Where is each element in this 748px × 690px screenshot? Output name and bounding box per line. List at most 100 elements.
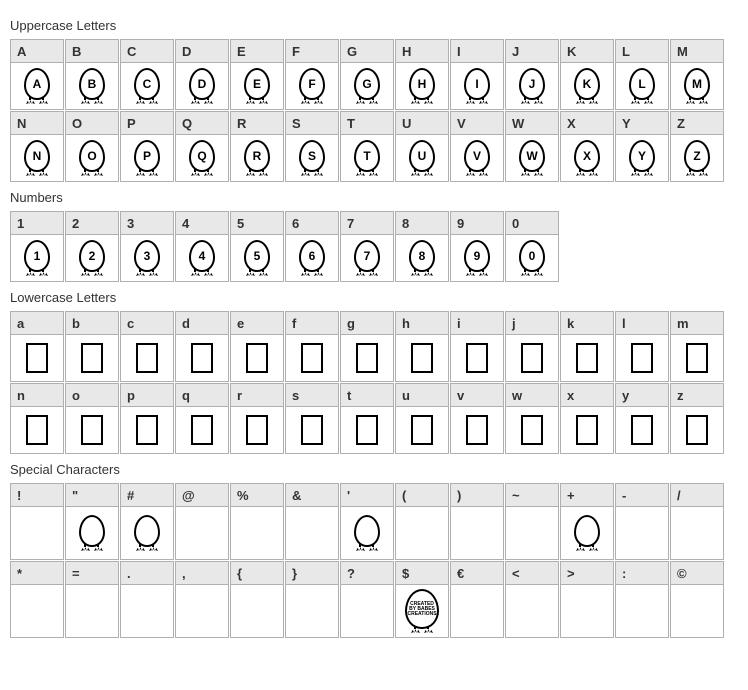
char-header: B xyxy=(66,40,118,63)
egg-icon: 4 xyxy=(189,240,215,272)
feet-icon xyxy=(411,170,433,176)
egg-glyph: V xyxy=(464,140,490,176)
egg-icon: U xyxy=(409,140,435,172)
char-header: b xyxy=(66,312,118,335)
char-body: CREATED BY BABES CREATIONS xyxy=(396,585,448,637)
char-body xyxy=(121,335,173,381)
section-title-uppercase: Uppercase Letters xyxy=(10,18,738,33)
feet-icon xyxy=(411,98,433,104)
char-cell: r xyxy=(230,383,284,454)
feet-icon xyxy=(631,98,653,104)
char-header: f xyxy=(286,312,338,335)
char-cell: s xyxy=(285,383,339,454)
char-body xyxy=(451,407,503,453)
char-cell: ZZ xyxy=(670,111,724,182)
char-cell: HH xyxy=(395,39,449,110)
egg-glyph: W xyxy=(519,140,545,176)
char-cell: l xyxy=(615,311,669,382)
char-header: a xyxy=(11,312,63,335)
char-body xyxy=(231,335,283,381)
feet-icon xyxy=(246,170,268,176)
missing-glyph-icon xyxy=(136,415,158,445)
char-cell: w xyxy=(505,383,559,454)
char-cell: d xyxy=(175,311,229,382)
char-header: * xyxy=(11,562,63,585)
egg-icon: G xyxy=(354,68,380,100)
char-cell: ~ xyxy=(505,483,559,560)
char-cell: © xyxy=(670,561,724,638)
char-body xyxy=(121,585,173,637)
egg-glyph: S xyxy=(299,140,325,176)
feet-icon xyxy=(301,170,323,176)
char-header: J xyxy=(506,40,558,63)
char-body xyxy=(176,407,228,453)
missing-glyph-icon xyxy=(191,343,213,373)
egg-glyph: B xyxy=(79,68,105,104)
feet-icon xyxy=(576,98,598,104)
char-header: q xyxy=(176,384,228,407)
egg-glyph: F xyxy=(299,68,325,104)
char-header: p xyxy=(121,384,173,407)
char-body xyxy=(66,585,118,637)
feet-icon xyxy=(81,545,103,551)
char-body: R xyxy=(231,135,283,181)
egg-glyph: U xyxy=(409,140,435,176)
feet-icon xyxy=(26,170,48,176)
char-body: B xyxy=(66,63,118,109)
char-cell: ) xyxy=(450,483,504,560)
missing-glyph-icon xyxy=(631,415,653,445)
missing-glyph-icon xyxy=(411,343,433,373)
egg-icon: F xyxy=(299,68,325,100)
char-cell: < xyxy=(505,561,559,638)
feet-icon xyxy=(191,270,213,276)
char-header: z xyxy=(671,384,723,407)
char-body: 7 xyxy=(341,235,393,281)
feet-icon xyxy=(246,270,268,276)
char-header: j xyxy=(506,312,558,335)
missing-glyph-icon xyxy=(26,415,48,445)
char-cell: VV xyxy=(450,111,504,182)
egg-icon: H xyxy=(409,68,435,100)
missing-glyph-icon xyxy=(631,343,653,373)
missing-glyph-icon xyxy=(246,415,268,445)
feet-icon xyxy=(466,98,488,104)
char-cell: OO xyxy=(65,111,119,182)
char-body xyxy=(451,507,503,559)
egg-icon: 7 xyxy=(354,240,380,272)
char-cell: / xyxy=(670,483,724,560)
egg-icon: E xyxy=(244,68,270,100)
missing-glyph-icon xyxy=(356,415,378,445)
char-header: ! xyxy=(11,484,63,507)
char-cell: KK xyxy=(560,39,614,110)
char-cell: m xyxy=(670,311,724,382)
char-header: } xyxy=(286,562,338,585)
char-header: A xyxy=(11,40,63,63)
egg-glyph: Z xyxy=(684,140,710,176)
feet-icon xyxy=(466,170,488,176)
char-body: L xyxy=(616,63,668,109)
egg-glyph: 5 xyxy=(244,240,270,276)
section-title-lowercase: Lowercase Letters xyxy=(10,290,738,305)
egg-glyph: I xyxy=(464,68,490,104)
char-cell: 22 xyxy=(65,211,119,282)
feet-icon xyxy=(136,170,158,176)
missing-glyph-icon xyxy=(81,415,103,445)
char-body xyxy=(616,407,668,453)
char-header: H xyxy=(396,40,448,63)
char-header: T xyxy=(341,112,393,135)
egg-glyph: 9 xyxy=(464,240,490,276)
feet-icon xyxy=(136,545,158,551)
egg-icon: V xyxy=(464,140,490,172)
char-header: F xyxy=(286,40,338,63)
char-cell: CC xyxy=(120,39,174,110)
char-cell: v xyxy=(450,383,504,454)
feet-icon xyxy=(246,98,268,104)
char-cell: % xyxy=(230,483,284,560)
char-header: 0 xyxy=(506,212,558,235)
feet-icon xyxy=(356,270,378,276)
char-header: X xyxy=(561,112,613,135)
egg-icon: P xyxy=(134,140,160,172)
char-body: P xyxy=(121,135,173,181)
egg-icon: 8 xyxy=(409,240,435,272)
egg-glyph: L xyxy=(629,68,655,104)
